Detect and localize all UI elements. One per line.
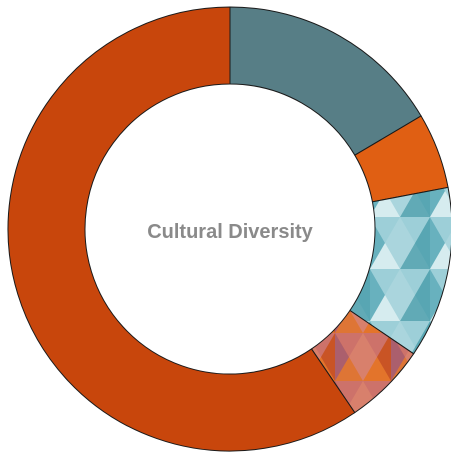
donut-slice-5	[7, 6, 356, 452]
chart-title: Cultural Diversity	[147, 221, 313, 243]
donut-slices	[7, 6, 451, 452]
